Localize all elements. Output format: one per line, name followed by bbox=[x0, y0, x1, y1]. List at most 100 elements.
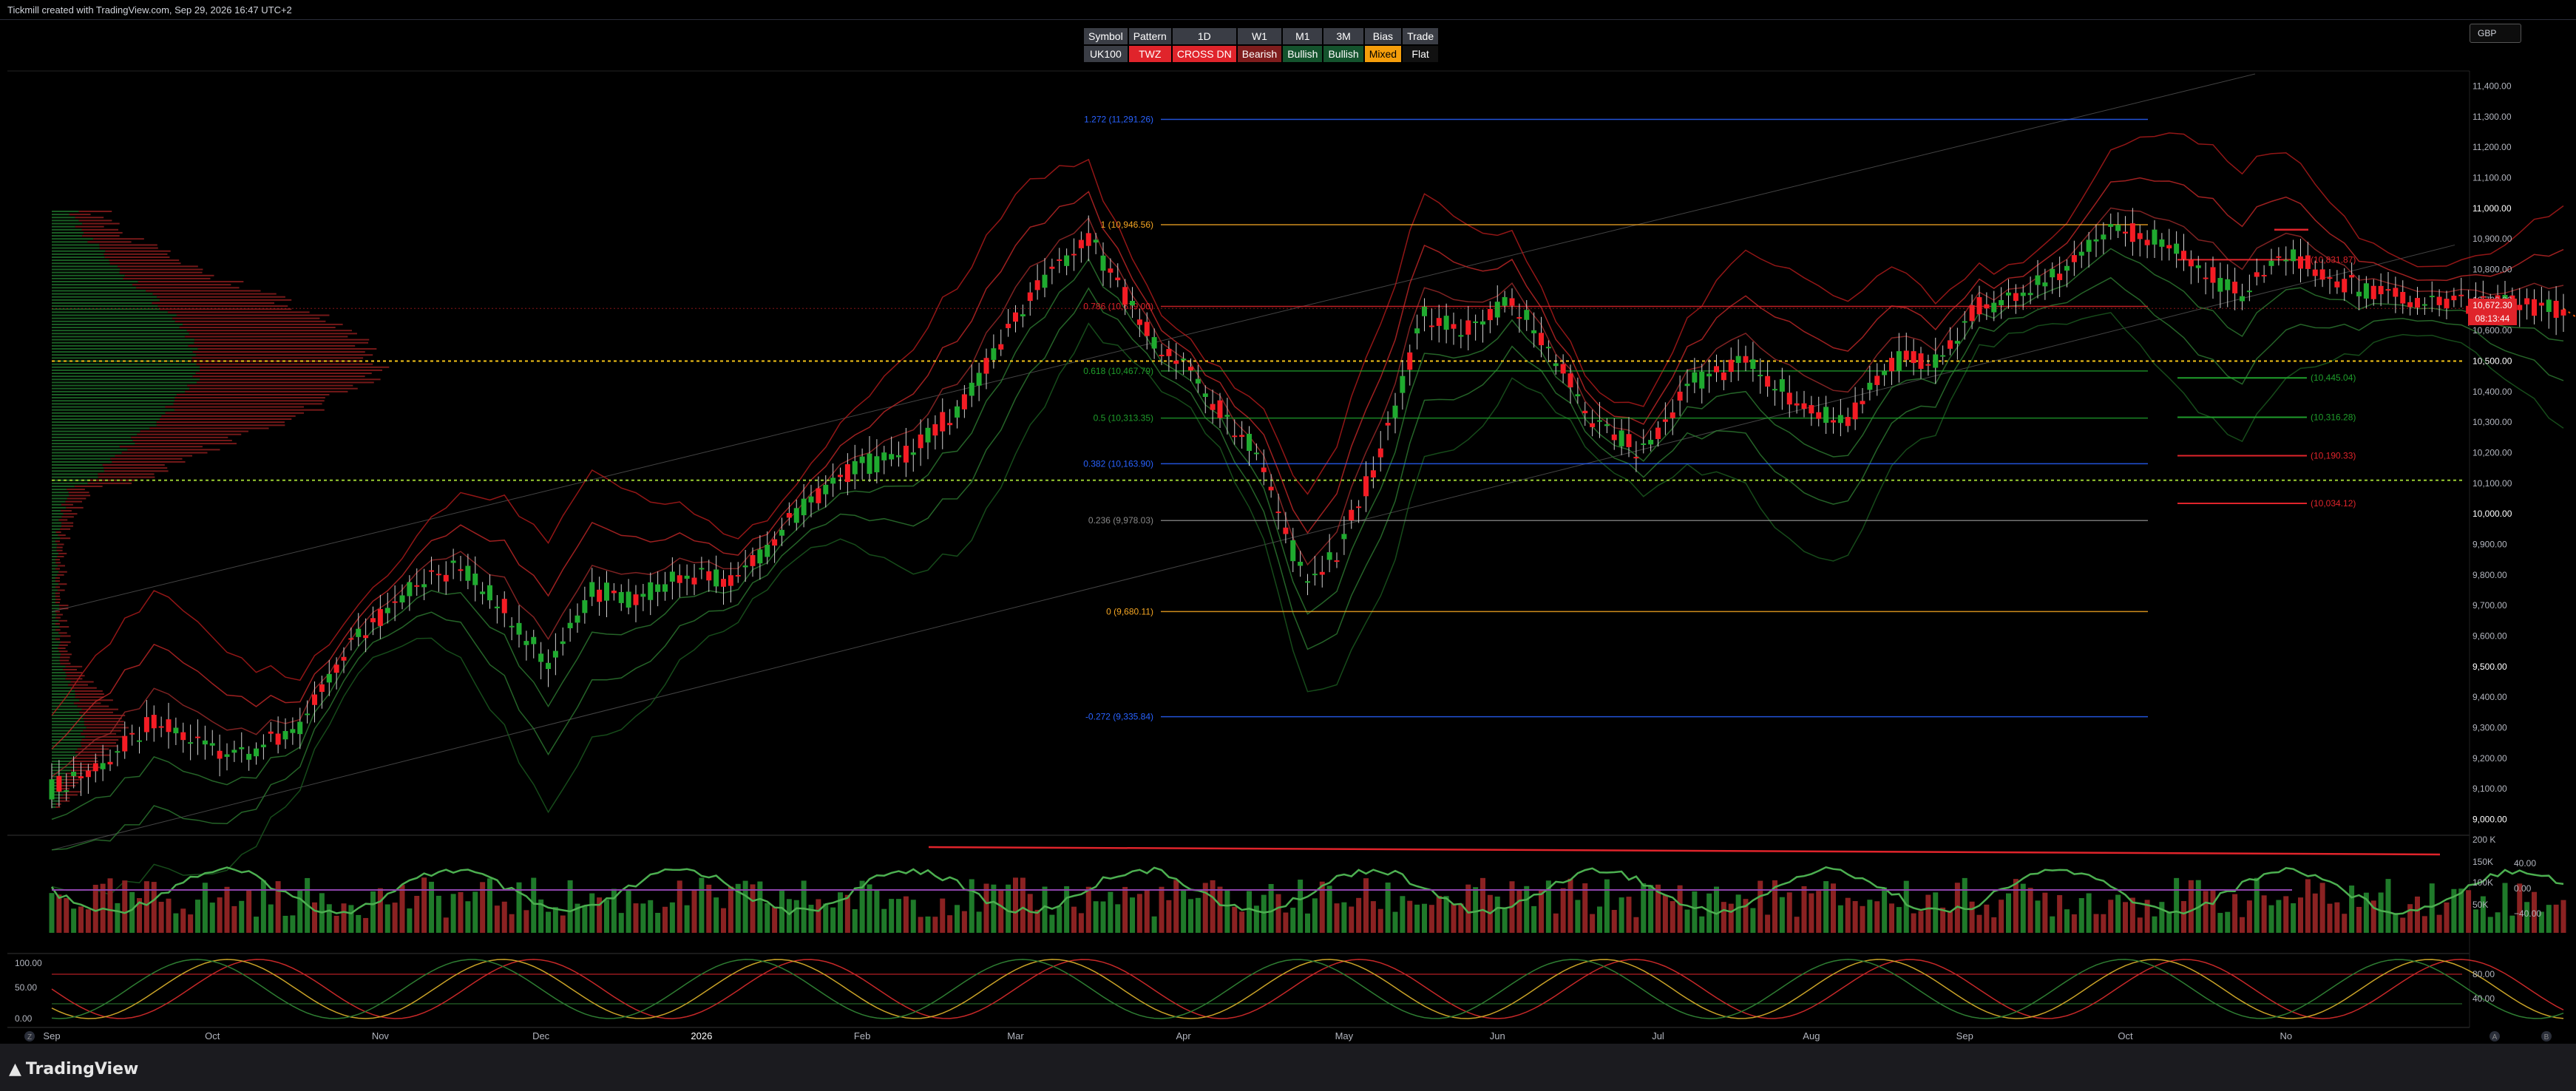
volume-profile-down bbox=[138, 281, 244, 283]
candle-body bbox=[1027, 292, 1033, 302]
volume-profile-down bbox=[159, 308, 292, 310]
candle-body bbox=[1173, 360, 1179, 364]
volume-bar bbox=[2217, 913, 2223, 933]
candle-body bbox=[1969, 305, 1975, 322]
volume-bar bbox=[2407, 904, 2413, 933]
volume-bar bbox=[1253, 905, 1259, 933]
volume-bar bbox=[1809, 893, 1814, 933]
fib-label-8: -0.272 (9,335.84) bbox=[1085, 712, 1153, 722]
volume-profile-up bbox=[52, 290, 146, 292]
volume-profile-down bbox=[79, 699, 113, 701]
table-header-2: 1D bbox=[1172, 28, 1236, 44]
volume-bar bbox=[779, 891, 784, 933]
volume-profile-up bbox=[52, 684, 69, 686]
candle-body bbox=[1224, 415, 1230, 417]
volume-bar bbox=[1779, 897, 1785, 933]
candle-body bbox=[1619, 430, 1624, 446]
volume-bar bbox=[1326, 886, 1332, 933]
candle-body bbox=[1502, 296, 1508, 306]
candle-body bbox=[2305, 255, 2311, 269]
volume-bar bbox=[1765, 914, 1771, 933]
volume-profile-down bbox=[72, 757, 98, 759]
volume-bar bbox=[546, 911, 551, 933]
volume-profile-down bbox=[63, 794, 78, 796]
volume-bar bbox=[1034, 909, 1040, 933]
volume-profile-up bbox=[52, 421, 157, 424]
candle-body bbox=[844, 464, 850, 483]
x-label-10: Jul bbox=[1652, 1030, 1664, 1041]
volume-bar bbox=[567, 880, 573, 933]
candle-body bbox=[1239, 435, 1245, 437]
volume-bar bbox=[1933, 892, 1939, 933]
volume-bar bbox=[2013, 879, 2019, 933]
candle-body bbox=[143, 717, 149, 733]
volume-profile-up bbox=[52, 489, 67, 491]
candle-body bbox=[1166, 349, 1172, 356]
volume-profile-up bbox=[52, 745, 81, 747]
volume-bar bbox=[1619, 897, 1624, 933]
candle-body bbox=[1341, 534, 1347, 540]
volume-bar bbox=[1283, 912, 1289, 933]
volume-bar bbox=[348, 905, 354, 933]
candle-body bbox=[947, 423, 953, 426]
volume-profile-down bbox=[192, 375, 365, 378]
volume-bar bbox=[231, 905, 237, 933]
candle-body bbox=[1195, 378, 1201, 384]
chart-canvas[interactable]: 1.272 (11,291.26) 1 (10,946.56) 0.786 (10,… bbox=[0, 0, 2576, 1044]
volume-profile-down bbox=[84, 231, 123, 234]
volume-profile-down bbox=[176, 393, 330, 395]
volume-profile-down bbox=[59, 797, 70, 799]
candle-body bbox=[2232, 282, 2238, 293]
volume-bar bbox=[2363, 892, 2369, 933]
candle-body bbox=[1786, 392, 1792, 405]
volume-bar bbox=[1633, 917, 1639, 933]
candle-body bbox=[1210, 404, 1216, 410]
bottom-button-0[interactable] bbox=[24, 1031, 35, 1041]
volume-bar bbox=[1443, 896, 1449, 933]
currency-selector[interactable]: GBP bbox=[2470, 24, 2521, 43]
tradingview-logo[interactable]: ▲ TradingView bbox=[9, 1060, 138, 1078]
candle-body bbox=[180, 732, 186, 741]
volume-bar bbox=[429, 881, 434, 933]
volume-profile-down bbox=[73, 702, 101, 704]
candle-body bbox=[1648, 440, 1654, 445]
volume-profile-down bbox=[192, 351, 365, 353]
bottom-button-2[interactable] bbox=[2541, 1031, 2552, 1041]
candle-body bbox=[392, 601, 398, 603]
volume-bar bbox=[1006, 884, 1011, 933]
bottom-button-1[interactable] bbox=[2489, 1031, 2500, 1041]
volume-profile-down bbox=[78, 220, 112, 222]
candle-body bbox=[501, 599, 507, 614]
volume-trendline bbox=[928, 846, 2441, 856]
volume-profile-down bbox=[57, 556, 64, 558]
volume-bar bbox=[889, 899, 895, 933]
volume-profile-down bbox=[72, 760, 98, 762]
candle-body bbox=[1013, 312, 1018, 322]
candle-body bbox=[2444, 299, 2450, 308]
volume-bar bbox=[1896, 907, 1902, 933]
volume-profile-down bbox=[121, 452, 208, 454]
volume-profile-up bbox=[52, 458, 111, 460]
volume-profile-up bbox=[52, 482, 88, 484]
volume-profile-down bbox=[174, 400, 325, 402]
volume-bar bbox=[399, 885, 405, 933]
volume-bar bbox=[333, 915, 339, 933]
volume-profile-up bbox=[52, 662, 61, 665]
tv-logo-icon: ▲ bbox=[9, 1060, 21, 1078]
volume-bar bbox=[143, 881, 149, 933]
volume-profile-down bbox=[58, 565, 65, 567]
candle-body bbox=[2378, 285, 2384, 295]
volume-profile-down bbox=[70, 769, 95, 772]
volume-bar bbox=[823, 903, 829, 933]
candle-body bbox=[297, 721, 303, 735]
candle-body bbox=[1400, 375, 1406, 393]
candle-body bbox=[1954, 341, 1960, 344]
volume-bar bbox=[2123, 902, 2128, 933]
volume-bar bbox=[604, 900, 609, 933]
volume-profile-up bbox=[52, 519, 59, 521]
candle-body bbox=[1487, 309, 1493, 321]
candle-body bbox=[735, 574, 741, 577]
volume-profile-up bbox=[52, 327, 180, 329]
volume-profile-down bbox=[109, 262, 181, 265]
volume-profile-down bbox=[112, 460, 186, 463]
